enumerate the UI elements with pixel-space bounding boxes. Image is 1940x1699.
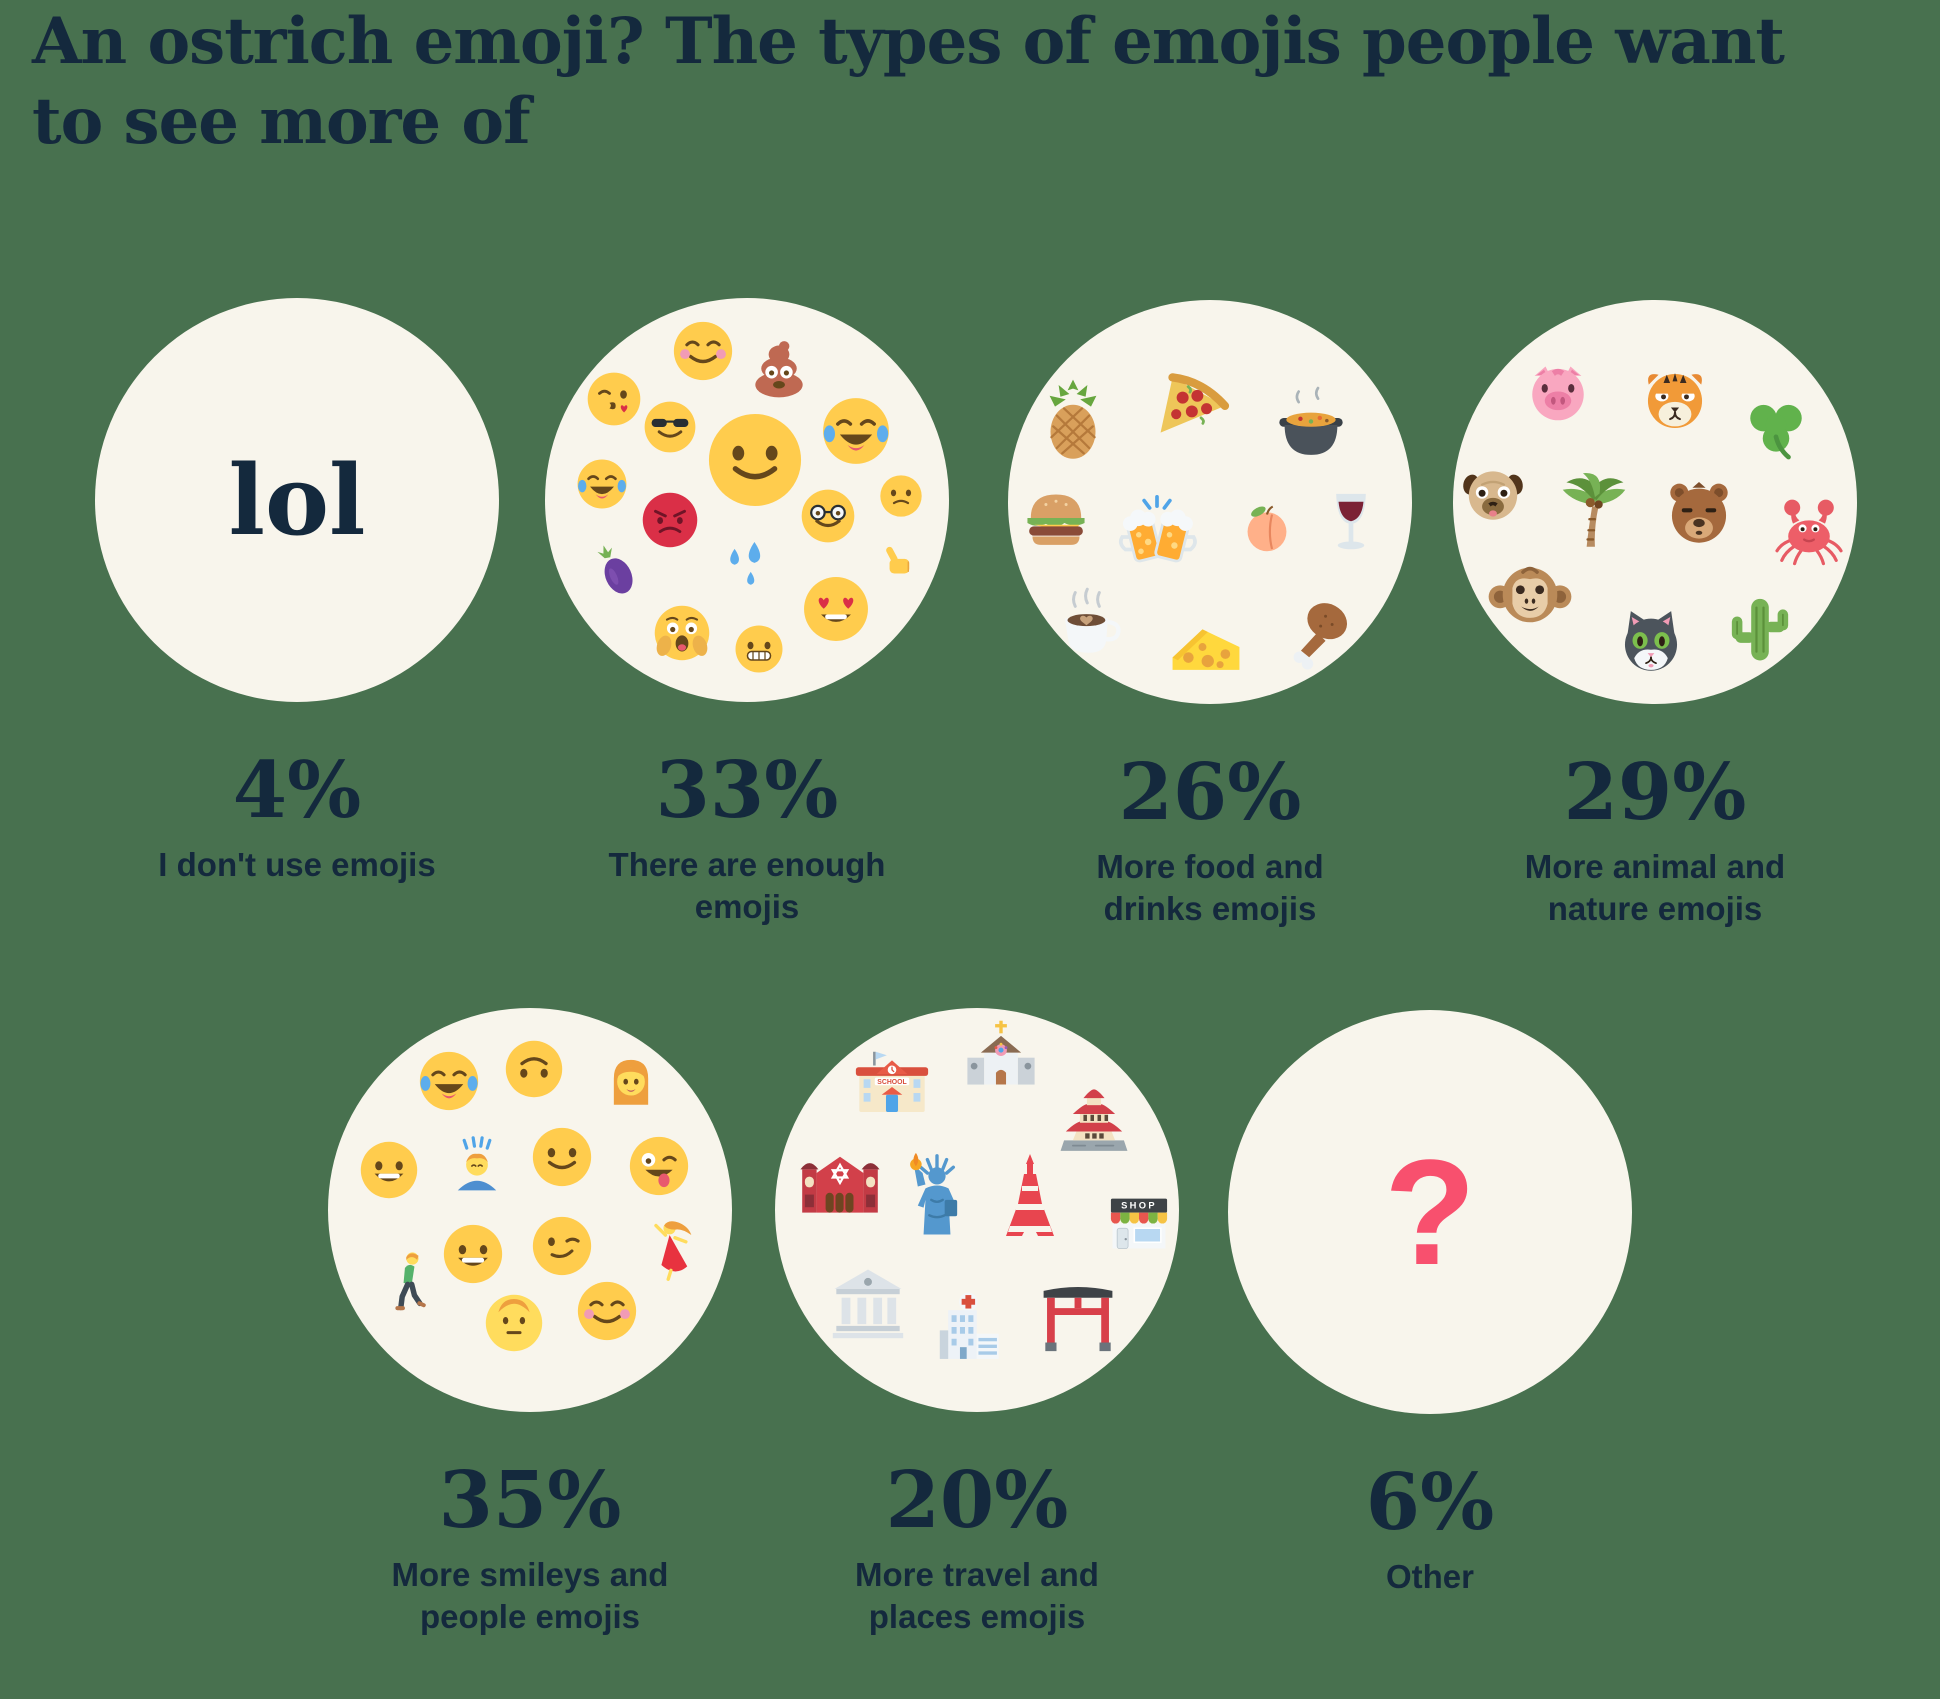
question-mark-text: ?: [1384, 1127, 1476, 1296]
category-circle: [1008, 300, 1412, 704]
school-emoji: SCHOOL: [849, 1038, 935, 1124]
cheese-emoji: [1162, 603, 1250, 691]
tiger-face-emoji: [1634, 360, 1716, 442]
percent-value: 26%: [1118, 747, 1302, 838]
wine-glass-emoji: [1312, 483, 1390, 561]
clinking-beers-emoji: [1111, 484, 1203, 576]
category-other: ? 6% Other: [1228, 1010, 1632, 1598]
category-circle: ?: [1228, 1010, 1632, 1414]
pineapple-emoji: [1028, 376, 1118, 466]
upside-down-emoji: [504, 1039, 564, 1099]
kissing-heart-emoji: [586, 371, 642, 427]
thumbs-up-emoji: [875, 535, 927, 587]
eggplant-emoji: [580, 535, 648, 603]
percent-value: 29%: [1563, 747, 1747, 838]
svg-text:SHOP: SHOP: [1121, 1201, 1157, 1211]
bank-emoji: [824, 1259, 912, 1347]
heart-eyes-emoji: [802, 575, 870, 643]
category-enough-emojis: 33% There are enough emojis: [545, 298, 949, 928]
category-food-drinks: 26% More food and drinks emojis: [1008, 300, 1412, 930]
grinning-emoji: [359, 1140, 419, 1200]
lol-text: lol: [228, 443, 366, 557]
burger-emoji: [1014, 476, 1098, 560]
category-circle: SCHOOL SHOP: [775, 1008, 1179, 1412]
percent-value: 20%: [885, 1455, 1069, 1546]
palm-tree-emoji: [1548, 464, 1640, 556]
chart-title-line-2: to see more of: [32, 84, 531, 159]
sweat-drops-emoji: [716, 534, 778, 596]
tokyo-tower-emoji: [980, 1148, 1080, 1248]
pizza-emoji: [1144, 359, 1236, 451]
percent-value: 35%: [438, 1455, 622, 1546]
scream-emoji: [653, 604, 711, 662]
smiling-blush-emoji: [576, 1280, 638, 1342]
category-circle: [545, 298, 949, 702]
torii-gate-emoji: [1035, 1272, 1121, 1358]
category-travel-places: SCHOOL SHOP 20% More travel and places em…: [775, 1008, 1179, 1638]
percent-label: More animal and nature emojis: [1524, 848, 1786, 927]
cat-face-emoji: [1609, 601, 1693, 685]
bear-face-emoji: [1658, 473, 1740, 555]
coffee-emoji: [1046, 584, 1132, 670]
nerd-emoji: [800, 488, 856, 544]
dancer-emoji: [641, 1216, 709, 1284]
joy-emoji: [821, 396, 891, 466]
man-face-emoji: [484, 1293, 544, 1353]
japanese-castle-emoji: [1050, 1077, 1138, 1165]
smiling-blush-emoji: [672, 320, 734, 382]
shamrock-emoji: [1737, 390, 1815, 468]
category-circle: lol: [95, 298, 499, 702]
poultry-leg-emoji: [1278, 590, 1360, 672]
chart-title: An ostrich emoji? The types of emojis pe…: [32, 2, 1785, 162]
statue-of-liberty-emoji: [889, 1150, 985, 1246]
percent-label: More smileys and people emojis: [391, 1556, 669, 1635]
category-circle: [328, 1008, 732, 1412]
pig-face-emoji: [1519, 354, 1597, 432]
peach-emoji: [1231, 490, 1303, 562]
category-dont-use-emojis: lol 4% I don't use emojis: [95, 298, 499, 886]
svg-text:SCHOOL: SCHOOL: [877, 1079, 906, 1086]
sunglasses-emoji: [643, 400, 697, 454]
category-smileys-people: 35% More smileys and people emojis: [328, 1008, 732, 1638]
percent-label: More travel and places emojis: [855, 1556, 1099, 1635]
crab-emoji: [1769, 490, 1849, 570]
category-animal-nature: 29% More animal and nature emojis: [1453, 300, 1857, 930]
walking-man-emoji: [375, 1249, 443, 1317]
cactus-emoji: [1716, 583, 1804, 671]
grimacing-emoji: [734, 624, 784, 674]
chart-title-line-1: An ostrich emoji? The types of emojis pe…: [32, 4, 1785, 79]
winking-tongue-emoji: [628, 1135, 690, 1197]
laughing-tears-emoji: [418, 1050, 480, 1112]
grinning-big-emoji: [442, 1223, 504, 1285]
pot-of-food-emoji: [1267, 381, 1355, 469]
hospital-emoji: [923, 1285, 1007, 1369]
smirk-wink-emoji: [531, 1215, 593, 1277]
category-circle: [1453, 300, 1857, 704]
percent-label: More food and drinks emojis: [1096, 848, 1324, 927]
smiley-emoji: [706, 411, 804, 509]
joy-emoji: [576, 458, 628, 510]
angry-emoji: [641, 491, 699, 549]
frowning-emoji: [879, 474, 923, 518]
percent-label: Other: [1385, 1558, 1474, 1595]
bowing-person-emoji: [445, 1134, 509, 1198]
percent-value: 33%: [655, 745, 839, 836]
pug-dog-emoji: [1454, 455, 1532, 533]
woman-face-emoji: [598, 1052, 664, 1118]
synagogue-emoji: [795, 1137, 885, 1227]
slight-smile-emoji: [531, 1126, 593, 1188]
percent-label: There are enough emojis: [608, 846, 886, 925]
church-emoji: [959, 1014, 1043, 1098]
poop-emoji: [742, 330, 816, 404]
percent-value: 4%: [232, 745, 362, 836]
percent-label: I don't use emojis: [158, 846, 436, 883]
shop-emoji: SHOP: [1100, 1183, 1178, 1261]
monkey-emoji: [1486, 551, 1574, 639]
percent-value: 6%: [1365, 1457, 1495, 1548]
